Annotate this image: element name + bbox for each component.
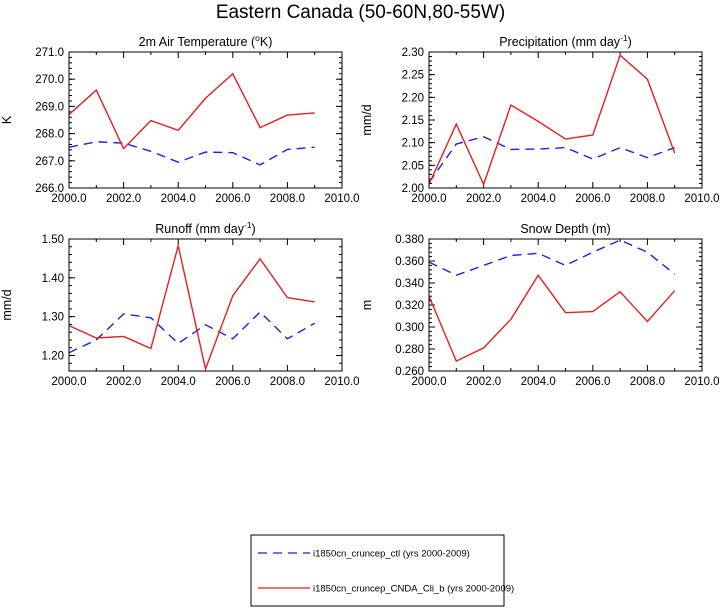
- y-axis-label: K: [0, 115, 14, 124]
- y-tick-label: 266.0: [35, 183, 64, 195]
- x-tick-label: 2010.0: [684, 376, 719, 388]
- plot-frame: [428, 51, 703, 189]
- series-line-ctl: [429, 239, 676, 277]
- series-line-ctl: [69, 311, 316, 354]
- y-tick-label: 2.20: [402, 92, 424, 104]
- x-tick-label: 2002.0: [106, 376, 141, 388]
- x-tick-label: 2008.0: [630, 193, 665, 205]
- x-tick-label: 2000.0: [51, 193, 86, 205]
- y-tick-label: 2.30: [402, 47, 424, 59]
- x-tick-label: 2008.0: [270, 193, 305, 205]
- plot-frame: [428, 238, 703, 372]
- x-tick-label: 2002.0: [466, 376, 501, 388]
- x-tick-label: 2006.0: [575, 376, 610, 388]
- y-tick-label: 2.15: [402, 115, 424, 127]
- chart-precipitation: Precipitation (mm day-1) mm/d 2000.0 2002.0…: [360, 33, 720, 205]
- x-tick-label: 2006.0: [215, 376, 250, 388]
- y-tick-label: 0.260: [395, 366, 424, 378]
- y-tick-label: 0.300: [395, 322, 424, 334]
- x-tick-label: 2008.0: [270, 376, 305, 388]
- chart-runoff: Runoff (mm day-1) mm/d 2000.0 2002.0 2004.0 2…: [0, 220, 360, 388]
- y-tick-label: 0.360: [395, 256, 424, 268]
- plot-frame: [68, 238, 343, 372]
- chart-title: Runoff (mm day-1): [155, 220, 255, 236]
- series-line-cnda: [429, 53, 676, 187]
- chart-snow-depth: Snow Depth (m) m 2000.0 2002.0 2004.0 2006.0 2…: [360, 222, 720, 388]
- x-tick-label: 2002.0: [106, 193, 141, 205]
- y-tick-label: 2.25: [402, 70, 424, 82]
- y-tick-label: 271.0: [35, 47, 64, 59]
- legend-label-cnda: i1850cn_cruncep_CNDA_Cli_b (yrs 2000-200…: [313, 584, 514, 595]
- legend-box: [250, 534, 505, 607]
- y-tick-label: 0.280: [395, 344, 424, 356]
- y-tick-label: 0.340: [395, 278, 424, 290]
- y-tick-label: 2.05: [402, 160, 424, 172]
- legend: i1850cn_cruncep_ctl (yrs 2000-2009) i185…: [250, 534, 514, 607]
- legend-label-ctl: i1850cn_cruncep_ctl (yrs 2000-2009): [313, 549, 470, 560]
- series-line-ctl: [429, 136, 675, 183]
- figure-title: Eastern Canada (50-60N,80-55W): [216, 2, 505, 23]
- plot-frame: [68, 51, 343, 189]
- x-tick-label: 2010.0: [324, 193, 359, 205]
- y-tick-label: 0.320: [395, 300, 424, 312]
- y-tick-label: 1.40: [42, 273, 64, 285]
- x-tick-label: 2010.0: [324, 376, 359, 388]
- x-tick-label: 2004.0: [161, 376, 196, 388]
- chart-title: Snow Depth (m): [520, 222, 610, 236]
- chart-panels: 2m Air Temperature (oK) K 2000.0 2002.0 2004…: [0, 33, 720, 388]
- x-tick-label: 2010.0: [684, 193, 719, 205]
- y-tick-label: 1.50: [42, 234, 64, 246]
- chart-air-temperature: 2m Air Temperature (oK) K 2000.0 2002.0 2004…: [0, 33, 360, 205]
- y-tick-label: 1.30: [42, 312, 64, 324]
- x-tick-label: 2000.0: [51, 376, 86, 388]
- series-line-cnda: [69, 245, 315, 371]
- y-tick-label: 0.380: [395, 234, 424, 246]
- x-tick-label: 2004.0: [161, 193, 196, 205]
- series-line-cnda: [69, 72, 315, 150]
- y-tick-label: 269.0: [35, 101, 64, 113]
- y-tick-label: 268.0: [35, 129, 64, 141]
- x-tick-label: 2002.0: [466, 193, 501, 205]
- x-tick-label: 2004.0: [521, 193, 556, 205]
- y-axis-label: m: [360, 300, 374, 310]
- x-tick-label: 2008.0: [630, 376, 665, 388]
- y-tick-label: 267.0: [35, 156, 64, 168]
- chart-title: 2m Air Temperature (oK): [139, 33, 273, 49]
- x-tick-label: 2006.0: [575, 193, 610, 205]
- y-tick-label: 270.0: [35, 74, 64, 86]
- series-line-cnda: [429, 274, 676, 363]
- x-tick-label: 2000.0: [411, 376, 446, 388]
- series-line-ctl: [69, 141, 315, 166]
- y-axis-label: mm/d: [360, 104, 374, 135]
- x-tick-label: 2006.0: [215, 193, 250, 205]
- y-axis-label: mm/d: [0, 289, 14, 320]
- y-tick-label: 2.00: [402, 183, 424, 195]
- chart-title: Precipitation (mm day-1): [499, 33, 632, 49]
- y-tick-label: 2.10: [402, 138, 424, 150]
- x-tick-label: 2004.0: [521, 376, 556, 388]
- x-tick-label: 2000.0: [411, 193, 446, 205]
- y-tick-label: 1.20: [42, 350, 64, 362]
